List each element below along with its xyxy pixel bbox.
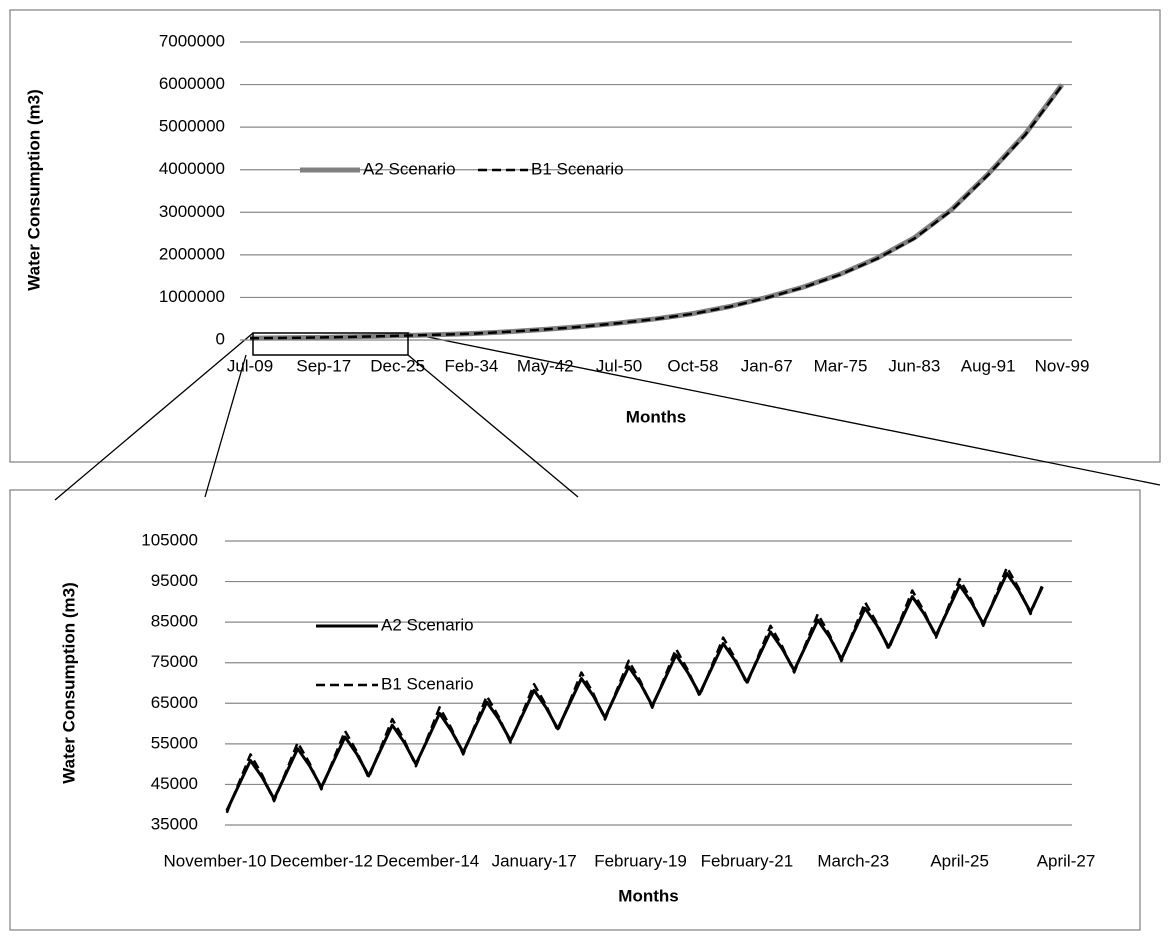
y-tick-label: 55000 [151, 733, 198, 752]
x-tick-label: Aug-91 [961, 356, 1016, 375]
zoom-line [204, 354, 247, 498]
zoom-line [407, 332, 1161, 486]
y-tick-label: 2000000 [159, 244, 225, 263]
x-tick-label: Jul-50 [596, 356, 642, 375]
y-tick-label: 95000 [151, 571, 198, 590]
y-tick-label: 105000 [141, 530, 198, 549]
x-tick-label: Jul-09 [227, 356, 273, 375]
bottom-frame [9, 489, 1141, 931]
legend-label: B1 Scenario [531, 159, 624, 178]
x-tick-label: March-23 [817, 851, 889, 870]
legend-label: B1 Scenario [381, 674, 474, 693]
x-axis-title: Months [618, 886, 678, 905]
y-axis-title: Water Consumption (m3) [59, 582, 78, 783]
x-tick-label: November-10 [164, 851, 267, 870]
x-tick-label: January-17 [492, 851, 577, 870]
y-tick-label: 45000 [151, 774, 198, 793]
y-tick-label: 5000000 [159, 117, 225, 136]
y-tick-label: 1000000 [159, 287, 225, 306]
zoom-line [407, 354, 579, 498]
x-tick-label: Sep-17 [296, 356, 351, 375]
x-tick-label: April-27 [1037, 851, 1096, 870]
y-tick-label: 3000000 [159, 202, 225, 221]
x-tick-label: Jun-83 [888, 356, 940, 375]
y-tick-label: 4000000 [159, 159, 225, 178]
x-tick-label: May-42 [517, 356, 574, 375]
legend-label: A2 Scenario [381, 615, 474, 634]
y-tick-label: 35000 [151, 814, 198, 833]
zoom-guides [54, 332, 1161, 501]
top-frame [9, 9, 1161, 463]
x-tick-label: Oct-58 [667, 356, 718, 375]
x-axis-title: Months [626, 407, 686, 426]
series-line [225, 572, 1044, 812]
x-tick-label: February-21 [701, 851, 794, 870]
x-tick-label: Mar-75 [814, 356, 868, 375]
x-tick-label: February-19 [594, 851, 687, 870]
legend-label: A2 Scenario [363, 159, 456, 178]
zoom-box [252, 332, 409, 356]
zoom-line [54, 332, 254, 501]
x-tick-label: Nov-99 [1035, 356, 1090, 375]
series-line [249, 84, 1064, 340]
y-axis-title: Water Consumption (m3) [24, 89, 43, 290]
x-tick-label: December-14 [376, 851, 479, 870]
x-tick-label: Jan-67 [741, 356, 793, 375]
series-line [225, 566, 1044, 814]
y-tick-label: 6000000 [159, 74, 225, 93]
y-tick-label: 7000000 [159, 31, 225, 50]
y-tick-label: 75000 [151, 652, 198, 671]
y-tick-label: 85000 [151, 612, 198, 631]
y-tick-label: 0 [216, 329, 225, 348]
x-tick-label: December-12 [270, 851, 373, 870]
x-tick-label: Feb-34 [445, 356, 499, 375]
charts: 0 1000000 2000000 3000000 4000000 5000000 6000… [24, 31, 1095, 905]
x-tick-label: Dec-25 [370, 356, 425, 375]
x-tick-label: April-25 [930, 851, 989, 870]
y-tick-label: 65000 [151, 693, 198, 712]
